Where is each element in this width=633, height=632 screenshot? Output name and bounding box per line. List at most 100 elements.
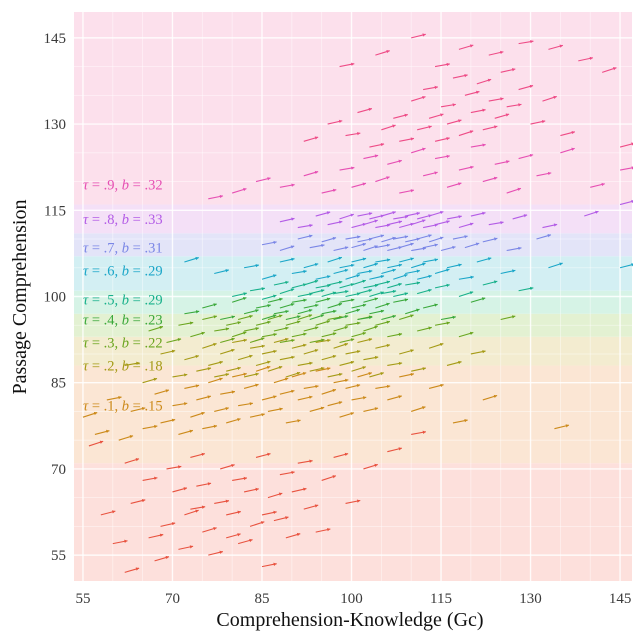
arrow-mark xyxy=(226,366,241,372)
arrow-mark xyxy=(536,171,552,177)
arrow-mark xyxy=(411,430,427,435)
arrow-mark xyxy=(273,309,289,315)
arrow-mark xyxy=(393,235,409,240)
arrow-mark xyxy=(273,326,289,332)
arrow-mark xyxy=(303,279,319,286)
arrow-mark xyxy=(345,308,361,315)
arrow-mark xyxy=(190,331,205,338)
arrow-mark xyxy=(202,342,217,349)
arrow-mark xyxy=(261,510,277,516)
arrow-mark xyxy=(417,234,432,240)
arrow-mark xyxy=(458,44,474,50)
arrow-mark xyxy=(178,429,194,435)
arrow-mark xyxy=(458,165,474,171)
arrow-mark xyxy=(434,268,450,275)
arrow-mark xyxy=(411,406,426,412)
arrow-mark xyxy=(530,119,546,125)
arrow-mark xyxy=(184,509,199,516)
arrow-mark xyxy=(327,256,343,263)
arrow-mark xyxy=(309,289,325,295)
arrow-mark xyxy=(273,377,289,384)
arrow-mark xyxy=(446,360,462,367)
quantile-label-1: τ = .9, b = .32 xyxy=(83,177,163,193)
arrow-mark xyxy=(231,296,247,303)
arrow-mark xyxy=(303,170,319,177)
arrow-mark xyxy=(154,389,170,395)
arrow-mark xyxy=(184,384,200,389)
arrow-mark xyxy=(333,378,349,384)
arrow-mark xyxy=(208,360,223,367)
arrow-mark xyxy=(232,476,248,481)
arrow-mark xyxy=(166,465,182,470)
arrow-mark xyxy=(160,349,176,355)
arrow-mark xyxy=(309,366,325,372)
arrow-mark xyxy=(285,320,301,326)
arrow-mark xyxy=(255,304,271,309)
arrow-mark xyxy=(375,320,391,326)
quantile-label-2: τ = .8, b = .33 xyxy=(83,212,163,228)
arrow-mark xyxy=(381,124,396,131)
arrow-mark xyxy=(220,337,235,344)
arrow-mark xyxy=(267,297,283,303)
arrow-mark xyxy=(440,245,456,252)
arrow-mark xyxy=(273,280,289,286)
arrow-mark xyxy=(315,367,331,372)
arrow-mark xyxy=(339,213,355,220)
arrow-mark xyxy=(327,119,343,125)
arrow-mark xyxy=(333,452,349,458)
arrow-mark xyxy=(142,424,158,430)
arrow-mark xyxy=(393,292,409,298)
arrow-mark xyxy=(548,44,564,50)
arrow-mark xyxy=(411,262,426,269)
arrow-mark xyxy=(399,372,415,378)
arrow-mark xyxy=(339,412,355,418)
arrow-mark xyxy=(291,269,307,275)
arrow-mark xyxy=(363,219,378,226)
arrow-mark xyxy=(184,256,199,263)
arrow-mark xyxy=(142,476,158,481)
arrow-mark xyxy=(387,220,403,226)
arrow-mark xyxy=(202,527,217,533)
arrow-mark xyxy=(351,366,367,372)
arrow-mark xyxy=(255,177,271,183)
y-tick-label: 100 xyxy=(44,290,67,306)
arrow-mark xyxy=(279,303,295,309)
arrow-mark xyxy=(417,274,432,280)
arrow-mark xyxy=(470,108,486,114)
arrow-mark xyxy=(130,406,146,412)
arrow-mark xyxy=(309,314,325,321)
arrow-mark xyxy=(333,246,349,252)
arrow-mark xyxy=(297,459,313,464)
arrow-mark xyxy=(333,326,349,332)
arrow-mark xyxy=(339,298,355,303)
arrow-mark xyxy=(202,303,217,309)
arrow-mark xyxy=(130,498,146,504)
arrow-mark xyxy=(428,210,444,217)
arrow-mark xyxy=(237,354,253,361)
arrow-mark xyxy=(423,243,438,249)
arrow-mark xyxy=(291,298,307,303)
arrow-mark xyxy=(375,343,391,349)
arrow-mark xyxy=(363,245,378,252)
arrow-mark xyxy=(279,245,295,252)
arrow-mark xyxy=(333,268,349,275)
arrow-mark xyxy=(357,372,373,378)
arrow-mark xyxy=(584,210,599,217)
arrow-mark xyxy=(303,303,319,309)
arrow-mark xyxy=(446,215,462,220)
arrow-mark xyxy=(601,67,617,73)
arrow-mark xyxy=(237,538,253,545)
arrow-mark xyxy=(243,372,259,378)
arrow-mark xyxy=(196,367,212,372)
arrow-mark xyxy=(291,372,307,378)
arrow-mark xyxy=(285,371,301,378)
arrow-mark xyxy=(375,243,391,249)
arrow-mark xyxy=(452,73,468,79)
arrow-mark xyxy=(148,325,164,332)
arrow-mark xyxy=(226,510,241,516)
arrow-mark xyxy=(399,189,415,194)
arrow-mark xyxy=(464,90,480,96)
y-tick-label: 55 xyxy=(51,548,66,564)
arrow-mark xyxy=(351,396,367,401)
